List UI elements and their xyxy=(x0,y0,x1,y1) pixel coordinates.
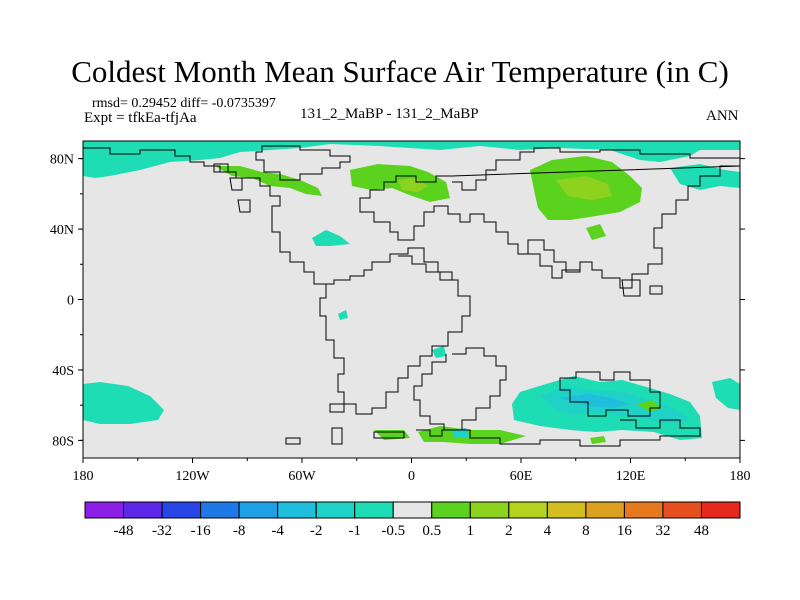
colorbar-label: -0.5 xyxy=(381,523,405,539)
colorbar-swatch xyxy=(392,501,433,519)
colorbar-label: 1 xyxy=(467,523,475,539)
anomaly-patch-north-america-cool xyxy=(312,230,350,246)
coastline-eurasia xyxy=(359,147,740,289)
lon-tick-label: 120W xyxy=(175,469,210,484)
coastline-africa-south xyxy=(413,347,507,431)
colorbar-swatch xyxy=(546,501,587,519)
anomaly-patch-asia-warm-strong xyxy=(556,176,612,200)
lat-tick-label: 40N xyxy=(50,223,74,238)
coastline-greenland xyxy=(255,145,351,181)
colorbar-swatch xyxy=(277,501,317,519)
comparison-label: 131_2_MaBP - 131_2_MaBP xyxy=(300,106,479,122)
coastline-antarctica xyxy=(373,419,701,447)
anomaly-patch-arctic-cool xyxy=(83,141,740,178)
coastline-south-tip xyxy=(285,403,345,445)
colorbar-swatch xyxy=(84,501,125,519)
anomaly-patch-south-america-cool xyxy=(432,346,446,358)
coastline-australia xyxy=(559,371,661,417)
lon-tick-label: 0 xyxy=(408,469,415,484)
colorbar: -48 -32 -16 -8 -4 -2 -1 -0.5 0.5 1 2 4 8 16 32 48 xyxy=(84,501,741,539)
lon-tick-label: 60W xyxy=(288,469,316,484)
colorbar-swatch xyxy=(238,501,279,519)
lon-tick-label: 180 xyxy=(730,469,751,484)
colorbar-swatch xyxy=(431,501,471,519)
anomaly-patch-central-america-cool xyxy=(338,310,348,320)
colorbar-label: -16 xyxy=(191,523,211,539)
colorbar-label: 32 xyxy=(655,523,670,539)
colorbar-swatch xyxy=(508,501,548,519)
colorbar-swatch xyxy=(585,501,625,519)
coastline-africa xyxy=(398,255,452,281)
anomaly-patch-south-pacific-cool xyxy=(83,382,164,424)
colorbar-swatch xyxy=(200,501,240,519)
colorbar-swatch xyxy=(161,501,202,519)
colorbar-swatch xyxy=(662,501,702,519)
latitude-axis: 80N 40N 0 40S 80S xyxy=(50,153,745,449)
experiment-label: Expt = tfkEa-tfjAa xyxy=(84,110,197,126)
coastline-india xyxy=(528,253,580,279)
colorbar-swatch xyxy=(700,501,741,519)
colorbar-label: 4 xyxy=(544,523,552,539)
anomaly-patch-north-america-warm xyxy=(215,166,322,196)
lon-tick-label: 120E xyxy=(616,469,646,484)
lon-tick-label: 180 xyxy=(73,469,94,484)
colorbar-swatch xyxy=(315,501,356,519)
colorbar-label: 48 xyxy=(694,523,709,539)
lat-tick-label: 80S xyxy=(52,434,74,449)
colorbar-swatch xyxy=(623,501,664,519)
colorbar-label: -4 xyxy=(271,523,284,539)
colorbar-label: 8 xyxy=(582,523,590,539)
colorbar-swatch xyxy=(354,501,394,519)
longitude-axis: 180 120W 60W 0 60E 120E 180 xyxy=(73,458,751,484)
coastlines xyxy=(83,145,740,447)
anomaly-patch-antarctic-warm-4 xyxy=(590,436,606,444)
anomaly-patch-south-indian-cool-stronger xyxy=(560,394,630,408)
colorbar-label: -1 xyxy=(348,523,361,539)
colorbar-label: -32 xyxy=(152,523,172,539)
anomaly-patch-siberia-cool xyxy=(670,164,740,190)
anomaly-patch-east-indian-cool xyxy=(712,378,740,410)
lat-tick-label: 0 xyxy=(67,294,74,309)
anomaly-patch-asia-warm-small xyxy=(586,224,606,240)
lon-tick-label: 60E xyxy=(510,469,533,484)
lat-tick-label: 80N xyxy=(50,153,74,168)
colorbar-label: -48 xyxy=(114,523,134,539)
colorbar-swatch xyxy=(123,501,163,519)
colorbar-label: 16 xyxy=(617,523,633,539)
lat-tick-label: 40S xyxy=(52,364,74,379)
coastline-se-asia-islands xyxy=(621,279,663,297)
colorbar-label: -8 xyxy=(233,523,246,539)
colorbar-label: 0.5 xyxy=(422,523,441,539)
stats-label: rmsd= 0.29452 diff= -0.0735397 xyxy=(92,96,276,111)
colorbar-label: -2 xyxy=(310,523,323,539)
season-label: ANN xyxy=(706,108,739,124)
colorbar-label: 2 xyxy=(505,523,513,539)
anomaly-patch-antarctic-warm-3 xyxy=(636,400,662,412)
coastline-hudson xyxy=(213,163,251,213)
colorbar-swatch xyxy=(469,501,510,519)
map-title: Coldest Month Mean Surface Air Temperatu… xyxy=(71,54,729,89)
